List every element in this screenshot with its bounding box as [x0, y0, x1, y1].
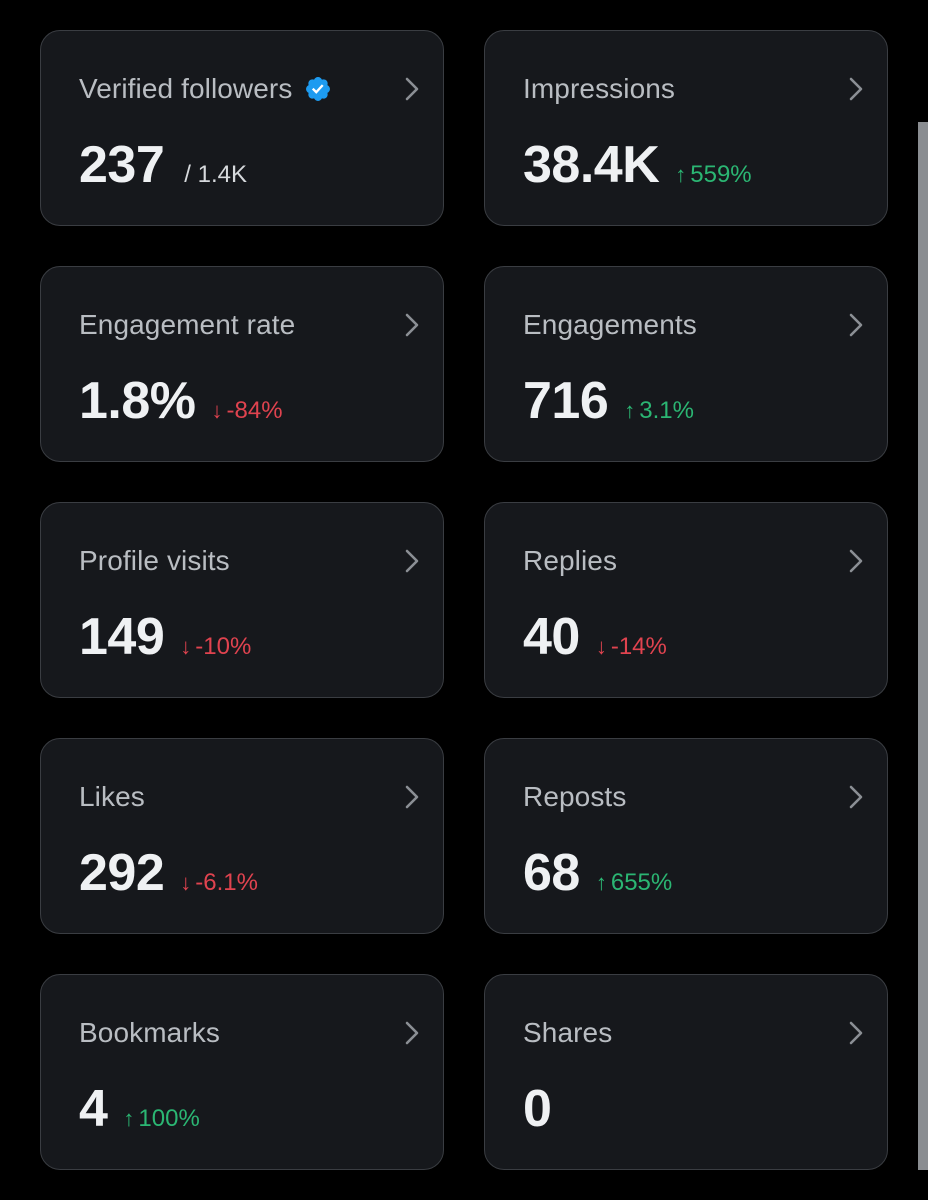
delta-badge: ↓ -14%	[596, 633, 667, 661]
arrow-down-icon: ↓	[180, 634, 192, 659]
metric-value: 68	[523, 844, 580, 902]
chevron-right-icon	[849, 313, 863, 337]
card-title-label: Profile visits	[79, 545, 230, 576]
chevron-right-icon	[405, 313, 419, 337]
metric-value: 716	[523, 372, 609, 430]
arrow-down-icon: ↓	[211, 398, 223, 423]
value-row: 38.4K ↑ 559%	[523, 135, 752, 195]
value-row: 40 ↓ -14%	[523, 607, 667, 667]
delta-badge: ↑ 100%	[123, 1105, 199, 1133]
delta-text: -84%	[226, 397, 283, 424]
value-row: 4 ↑ 100%	[79, 1079, 200, 1139]
card-title: Bookmarks	[79, 1015, 220, 1051]
card-title-label: Likes	[79, 781, 145, 812]
card-title: Engagement rate	[79, 307, 295, 343]
card-title-label: Replies	[523, 545, 618, 576]
delta-text: 559%	[690, 161, 752, 188]
chevron-right-icon	[849, 549, 863, 573]
chevron-right-icon	[405, 549, 419, 573]
delta-badge: ↓ -6.1%	[180, 869, 258, 897]
card-replies[interactable]: Replies 40 ↓ -14%	[484, 502, 888, 698]
card-impressions[interactable]: Impressions 38.4K ↑ 559%	[484, 30, 888, 226]
value-row: 149 ↓ -10%	[79, 607, 251, 667]
card-title: Shares	[523, 1015, 612, 1051]
chevron-right-icon	[849, 785, 863, 809]
card-title-label: Verified followers	[79, 73, 293, 104]
card-title: Profile visits	[79, 543, 230, 579]
delta-text: -10%	[195, 633, 252, 660]
arrow-up-icon: ↑	[595, 870, 607, 895]
metric-value: 237	[79, 136, 165, 194]
card-likes[interactable]: Likes 292 ↓ -6.1%	[40, 738, 444, 934]
chevron-right-icon	[849, 77, 863, 101]
card-title-label: Reposts	[523, 781, 627, 812]
metric-value: 1.8%	[79, 372, 196, 430]
verified-badge-icon	[306, 77, 331, 101]
card-title-label: Bookmarks	[79, 1017, 220, 1048]
delta-text: 655%	[610, 869, 673, 896]
metric-value: 292	[79, 844, 165, 902]
value-row: 292 ↓ -6.1%	[79, 843, 258, 903]
card-title: Engagements	[523, 307, 697, 343]
card-engagements[interactable]: Engagements 716 ↑ 3.1%	[484, 266, 888, 462]
card-shares[interactable]: Shares 0	[484, 974, 888, 1170]
card-title: Reposts	[523, 779, 626, 815]
chevron-right-icon	[405, 785, 419, 809]
card-title: Replies	[523, 543, 617, 579]
card-title-label: Engagements	[523, 309, 697, 340]
card-bookmarks[interactable]: Bookmarks 4 ↑ 100%	[40, 974, 444, 1170]
arrow-up-icon: ↑	[624, 398, 636, 423]
value-row: 1.8% ↓ -84%	[79, 371, 283, 431]
delta-badge: ↓ -10%	[180, 633, 251, 661]
delta-text: -6.1%	[195, 869, 258, 896]
metric-denominator: / 1.4K	[184, 161, 247, 188]
scrollbar[interactable]	[918, 122, 928, 1170]
delta-badge: ↑ 3.1%	[624, 397, 694, 425]
delta-text: 3.1%	[639, 397, 694, 424]
metric-value: 0	[523, 1080, 552, 1138]
delta-text: 100%	[138, 1105, 200, 1132]
arrow-down-icon: ↓	[595, 634, 607, 659]
card-profile-visits[interactable]: Profile visits 149 ↓ -10%	[40, 502, 444, 698]
value-row: 237 / 1.4K	[79, 135, 247, 195]
metric-value: 38.4K	[523, 136, 660, 194]
card-verified-followers[interactable]: Verified followers 237 / 1.4K	[40, 30, 444, 226]
delta-text: -14%	[610, 633, 667, 660]
delta-badge: ↓ -84%	[212, 397, 283, 425]
chevron-right-icon	[849, 1021, 863, 1045]
metrics-grid: Verified followers 237 / 1.4K Impression…	[40, 30, 888, 1170]
value-row: 716 ↑ 3.1%	[523, 371, 694, 431]
arrow-up-icon: ↑	[123, 1106, 135, 1131]
delta-badge: ↑ 655%	[596, 869, 672, 897]
arrow-down-icon: ↓	[180, 870, 192, 895]
card-title: Likes	[79, 779, 145, 815]
chevron-right-icon	[405, 1021, 419, 1045]
card-title-label: Engagement rate	[79, 309, 296, 340]
card-title-label: Impressions	[523, 73, 676, 104]
card-title-label: Shares	[523, 1017, 613, 1048]
card-title: Impressions	[523, 71, 675, 107]
value-row: 0	[523, 1079, 552, 1139]
chevron-right-icon	[405, 77, 419, 101]
card-reposts[interactable]: Reposts 68 ↑ 655%	[484, 738, 888, 934]
metric-value: 40	[523, 608, 580, 666]
value-row: 68 ↑ 655%	[523, 843, 672, 903]
card-title: Verified followers	[79, 71, 332, 107]
delta-badge: ↑ 559%	[675, 161, 751, 189]
metric-value: 149	[79, 608, 165, 666]
card-engagement-rate[interactable]: Engagement rate 1.8% ↓ -84%	[40, 266, 444, 462]
metric-value: 4	[79, 1080, 108, 1138]
arrow-up-icon: ↑	[675, 162, 687, 187]
